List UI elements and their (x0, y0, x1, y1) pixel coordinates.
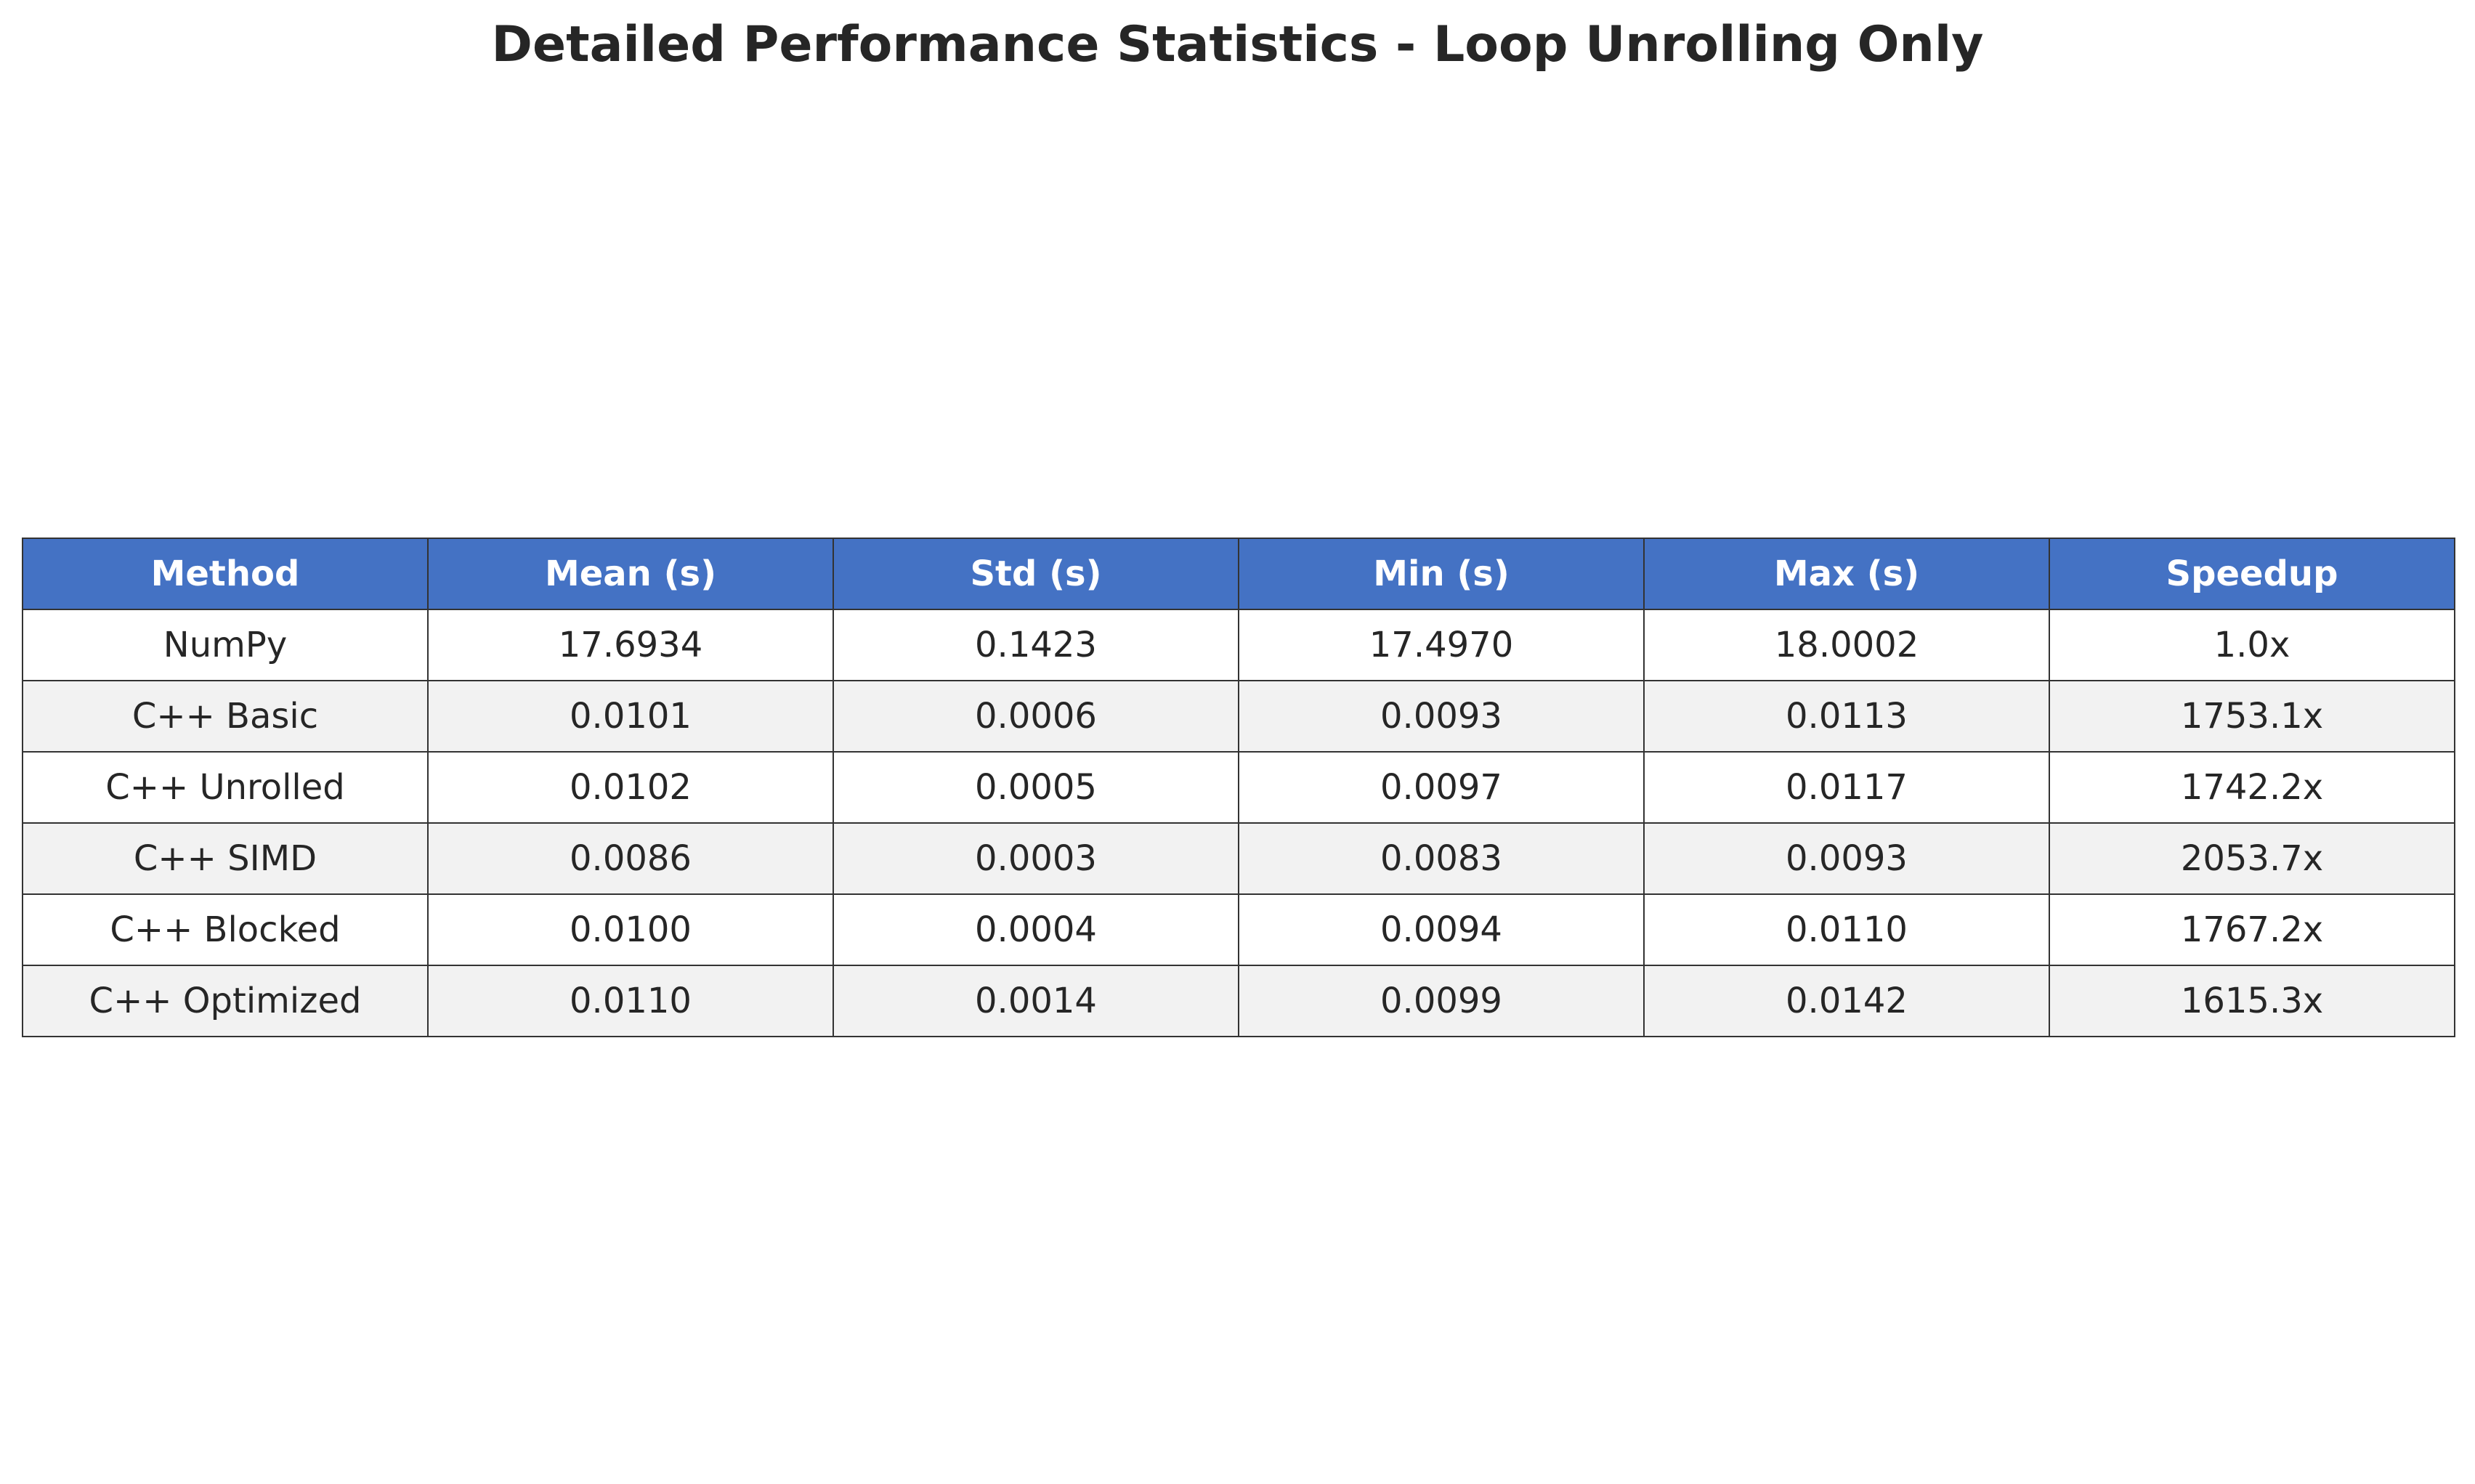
cell-speedup: 1.0x (2049, 609, 2455, 681)
statistics-table: Method Mean (s) Std (s) Min (s) Max (s) … (22, 538, 2455, 1037)
cell-speedup: 2053.7x (2049, 822, 2455, 895)
cell-mean: 0.0101 (427, 680, 834, 753)
cell-mean: 0.0102 (427, 751, 834, 824)
table-row: C++ SIMD 0.0086 0.0003 0.0083 0.0093 205… (22, 822, 2455, 895)
cell-speedup: 1615.3x (2049, 965, 2455, 1037)
header-speedup: Speedup (2049, 538, 2455, 610)
cell-method: C++ SIMD (22, 822, 429, 895)
cell-min: 0.0093 (1238, 680, 1645, 753)
cell-method: C++ Unrolled (22, 751, 429, 824)
cell-min: 0.0083 (1238, 822, 1645, 895)
cell-mean: 17.6934 (427, 609, 834, 681)
cell-max: 0.0142 (1643, 965, 2050, 1037)
cell-speedup: 1753.1x (2049, 680, 2455, 753)
cell-std: 0.0004 (833, 893, 1239, 966)
table-row: C++ Blocked 0.0100 0.0004 0.0094 0.0110 … (22, 893, 2455, 966)
cell-speedup: 1767.2x (2049, 893, 2455, 966)
table-row: C++ Unrolled 0.0102 0.0005 0.0097 0.0117… (22, 751, 2455, 824)
cell-max: 0.0117 (1643, 751, 2050, 824)
cell-method: NumPy (22, 609, 429, 681)
cell-max: 0.0110 (1643, 893, 2050, 966)
cell-min: 0.0099 (1238, 965, 1645, 1037)
cell-method: C++ Optimized (22, 965, 429, 1037)
cell-std: 0.0006 (833, 680, 1239, 753)
table-row: NumPy 17.6934 0.1423 17.4970 18.0002 1.0… (22, 609, 2455, 681)
cell-max: 0.0093 (1643, 822, 2050, 895)
cell-max: 0.0113 (1643, 680, 2050, 753)
cell-std: 0.0003 (833, 822, 1239, 895)
cell-max: 18.0002 (1643, 609, 2050, 681)
table-header-row: Method Mean (s) Std (s) Min (s) Max (s) … (22, 538, 2455, 610)
header-method: Method (22, 538, 429, 610)
cell-std: 0.0005 (833, 751, 1239, 824)
table-row: C++ Basic 0.0101 0.0006 0.0093 0.0113 17… (22, 680, 2455, 753)
cell-method: C++ Basic (22, 680, 429, 753)
header-max: Max (s) (1643, 538, 2050, 610)
chart-title: Detailed Performance Statistics - Loop U… (491, 16, 1984, 73)
cell-speedup: 1742.2x (2049, 751, 2455, 824)
header-min: Min (s) (1238, 538, 1645, 610)
cell-std: 0.0014 (833, 965, 1239, 1037)
header-mean: Mean (s) (427, 538, 834, 610)
header-std: Std (s) (833, 538, 1239, 610)
cell-mean: 0.0100 (427, 893, 834, 966)
cell-mean: 0.0110 (427, 965, 834, 1037)
cell-mean: 0.0086 (427, 822, 834, 895)
cell-min: 0.0094 (1238, 893, 1645, 966)
cell-std: 0.1423 (833, 609, 1239, 681)
cell-min: 0.0097 (1238, 751, 1645, 824)
cell-method: C++ Blocked (22, 893, 429, 966)
cell-min: 17.4970 (1238, 609, 1645, 681)
table-row: C++ Optimized 0.0110 0.0014 0.0099 0.014… (22, 965, 2455, 1037)
